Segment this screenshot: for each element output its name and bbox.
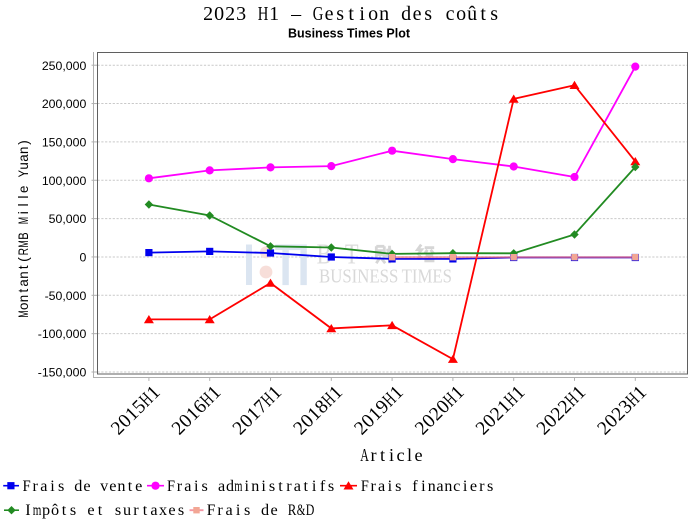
svg-text:-50,000: -50,000 — [45, 289, 87, 303]
svg-text:ill: ill — [15, 196, 31, 215]
svg-text:&: & — [297, 501, 306, 519]
svg-text:F: F — [167, 477, 175, 495]
svg-text:d: d — [226, 477, 234, 495]
svg-text:a: a — [15, 154, 31, 162]
svg-text:m: m — [234, 477, 242, 495]
svg-text:BUSINESS TIMES: BUSINESS TIMES — [319, 267, 452, 288]
svg-text:a: a — [436, 477, 443, 495]
svg-text:M: M — [15, 217, 31, 224]
svg-text:Business Times Plot: Business Times Plot — [288, 27, 411, 41]
svg-text:F: F — [361, 477, 369, 495]
svg-text:A: A — [360, 445, 369, 465]
svg-text:m: m — [33, 501, 42, 519]
svg-text:rticle: rticle — [370, 445, 422, 465]
svg-text:o: o — [15, 302, 31, 310]
svg-text:F: F — [207, 501, 216, 519]
svg-text:n: n — [15, 147, 31, 154]
svg-text:D: D — [306, 501, 315, 519]
svg-text:T: T — [345, 239, 359, 270]
svg-text:n: n — [251, 477, 259, 495]
svg-text:M: M — [15, 310, 31, 317]
svg-text:2023: 2023 — [203, 3, 255, 25]
svg-text:i: i — [245, 477, 250, 495]
svg-text:rais de vente: rais de vente — [33, 477, 143, 495]
svg-text:R: R — [15, 248, 31, 255]
svg-text:): ) — [15, 140, 31, 145]
svg-text:I: I — [25, 501, 30, 519]
svg-text:rais a: rais a — [177, 477, 225, 495]
svg-text:0: 0 — [79, 251, 86, 265]
svg-text:100,000: 100,000 — [42, 174, 87, 188]
svg-text:150,000: 150,000 — [42, 136, 87, 150]
svg-text:50,000: 50,000 — [49, 212, 87, 226]
svg-text:200,000: 200,000 — [42, 97, 87, 111]
svg-text:a: a — [15, 279, 31, 287]
svg-text:n: n — [15, 271, 31, 278]
svg-text:B: B — [15, 232, 31, 239]
svg-text:ciers: ciers — [453, 477, 493, 495]
svg-text:G: G — [313, 3, 324, 25]
svg-text:istratifs: istratifs — [261, 477, 334, 495]
svg-text:t: t — [15, 289, 31, 293]
svg-text:-150,000: -150,000 — [38, 366, 87, 380]
svg-text:n: n — [428, 477, 436, 495]
svg-text:-100,000: -100,000 — [38, 327, 87, 341]
svg-text:Y: Y — [15, 169, 31, 177]
svg-text:H: H — [258, 3, 269, 25]
svg-text:rais fi: rais fi — [371, 477, 427, 495]
svg-text:F: F — [23, 477, 31, 495]
svg-text:n: n — [15, 295, 31, 302]
svg-text:u: u — [15, 162, 31, 169]
svg-text:250,000: 250,000 — [42, 59, 87, 73]
svg-text:R: R — [288, 501, 297, 519]
svg-text:e: e — [15, 185, 31, 193]
svg-text:n: n — [444, 477, 452, 495]
svg-text:M: M — [15, 240, 31, 247]
